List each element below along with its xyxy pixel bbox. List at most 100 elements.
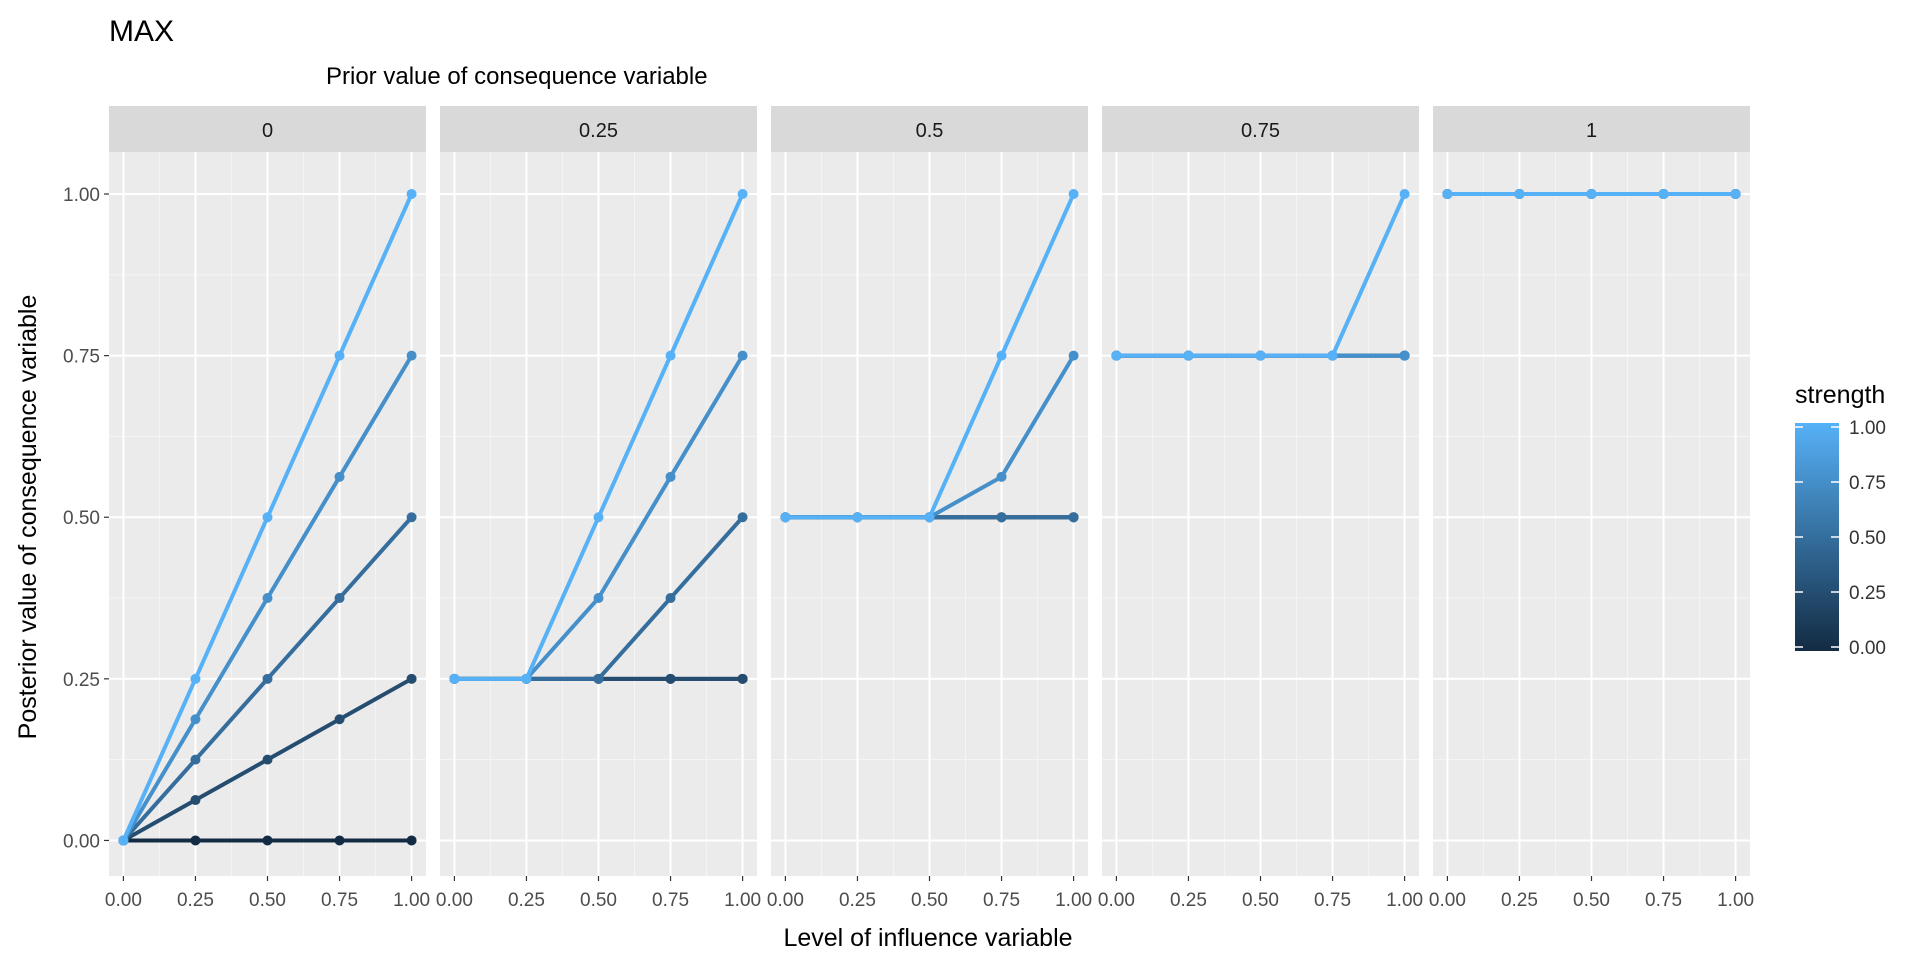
data-point (737, 350, 748, 361)
chart-title: MAX (109, 15, 174, 48)
data-point (262, 754, 273, 765)
facet-strip-label: 0.5 (916, 120, 944, 142)
data-point (665, 673, 676, 684)
x-tick-label: 0.25 (508, 890, 545, 911)
x-axis-title: Level of influence variable (783, 924, 1072, 952)
data-point (406, 835, 417, 846)
x-tick-label: 0.00 (105, 890, 142, 911)
data-point (190, 673, 201, 684)
data-point (262, 512, 273, 523)
chart-subtitle: Prior value of consequence variable (326, 63, 708, 90)
x-tick-label: 0.50 (580, 890, 617, 911)
legend-label: 0.50 (1849, 528, 1886, 549)
data-point (190, 754, 201, 765)
facet-strip (771, 106, 1088, 152)
data-point (1068, 350, 1079, 361)
facet-panel: 1 0.00 0.25 0.50 0.75 1.00 (1429, 106, 1754, 911)
data-point (852, 512, 863, 523)
data-point (406, 350, 417, 361)
facet-panel: 0.75 0.00 0.25 0.50 0.75 1.00 (1098, 106, 1423, 911)
legend-label: 1.00 (1849, 418, 1886, 439)
data-point (996, 471, 1007, 482)
facet-strip (1433, 106, 1750, 152)
y-tick-label: 0.25 (63, 670, 100, 691)
facet-panel: 0.5 0.00 0.25 0.50 0.75 1.00 (767, 106, 1092, 911)
data-point (593, 593, 604, 604)
y-tick-label: 0.75 (63, 347, 100, 368)
x-tick-label: 1.00 (724, 890, 761, 911)
data-point (1658, 189, 1669, 200)
facet-strip (109, 106, 426, 152)
data-point (406, 512, 417, 523)
y-tick-label: 0.00 (63, 831, 100, 852)
x-tick-label: 0.25 (839, 890, 876, 911)
data-point (449, 673, 460, 684)
y-axis-title: Posterior value of consequence variable (14, 295, 42, 740)
x-tick-label: 1.00 (393, 890, 430, 911)
data-point (334, 835, 345, 846)
data-point (334, 350, 345, 361)
data-point (665, 593, 676, 604)
data-point (406, 189, 417, 200)
data-point (780, 512, 791, 523)
data-point (996, 512, 1007, 523)
x-tick-label: 0.75 (983, 890, 1020, 911)
data-point (262, 593, 273, 604)
data-point (118, 835, 129, 846)
legend-label: 0.25 (1849, 583, 1886, 604)
x-tick-label: 0.75 (1314, 890, 1351, 911)
x-tick-label: 0.50 (1573, 890, 1610, 911)
facet-strip-label: 0.25 (579, 120, 618, 142)
data-point (406, 673, 417, 684)
data-point (1514, 189, 1525, 200)
facet-strip (440, 106, 757, 152)
data-point (737, 673, 748, 684)
x-tick-label: 0.25 (177, 890, 214, 911)
facet-panel: 0 0.00 0.25 0.50 0.75 1.00 (105, 106, 430, 911)
x-tick-label: 0.25 (1501, 890, 1538, 911)
x-tick-label: 0.00 (767, 890, 804, 911)
data-point (1068, 189, 1079, 200)
facet-strip-label: 0.75 (1241, 120, 1280, 142)
data-point (334, 714, 345, 725)
data-point (1068, 512, 1079, 523)
y-tick-label: 1.00 (63, 185, 100, 206)
data-point (262, 835, 273, 846)
data-point (334, 593, 345, 604)
x-tick-label: 1.00 (1055, 890, 1092, 911)
x-tick-label: 1.00 (1717, 890, 1754, 911)
legend: strength 1.00 0.75 0.50 0.25 0.00 (1795, 381, 1886, 659)
x-tick-label: 0.25 (1170, 890, 1207, 911)
facet-panels: 0.00 0.25 0.50 0.75 1.00 0 0.00 0.25 0.50 0.75 1.0… (63, 106, 1754, 911)
data-point (665, 350, 676, 361)
facet-strip-label: 0 (262, 120, 273, 142)
data-point (593, 512, 604, 523)
data-point (190, 795, 201, 806)
data-point (737, 512, 748, 523)
data-point (1255, 350, 1266, 361)
x-tick-label: 0.75 (652, 890, 689, 911)
legend-label: 0.00 (1849, 638, 1886, 659)
data-point (996, 350, 1007, 361)
x-tick-label: 1.00 (1386, 890, 1423, 911)
x-tick-label: 0.00 (1098, 890, 1135, 911)
data-point (665, 471, 676, 482)
data-point (262, 673, 273, 684)
data-point (593, 673, 604, 684)
facet-panel: 0.25 0.00 0.25 0.50 0.75 1.00 (436, 106, 761, 911)
data-point (924, 512, 935, 523)
data-point (1399, 350, 1410, 361)
x-tick-label: 0.00 (436, 890, 473, 911)
data-point (1399, 189, 1410, 200)
legend-title: strength (1795, 381, 1885, 409)
x-tick-label: 0.50 (249, 890, 286, 911)
data-point (521, 673, 532, 684)
data-point (1442, 189, 1453, 200)
x-tick-label: 0.75 (321, 890, 358, 911)
data-point (1730, 189, 1741, 200)
data-point (334, 471, 345, 482)
facet-strip-label: 1 (1586, 120, 1597, 142)
data-point (190, 714, 201, 725)
x-tick-label: 0.50 (911, 890, 948, 911)
